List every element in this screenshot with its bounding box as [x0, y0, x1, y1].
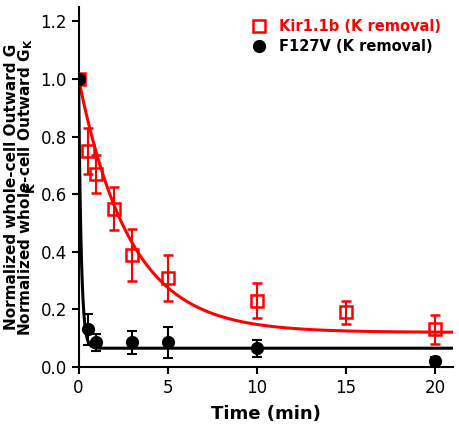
- X-axis label: Time (min): Time (min): [210, 405, 320, 423]
- Text: Normalized whole-cell Outward G: Normalized whole-cell Outward G: [4, 44, 19, 330]
- Y-axis label: Normalized whole-cell Outward G$_\mathregular{K}$: Normalized whole-cell Outward G$_\mathre…: [16, 38, 35, 336]
- Text: K: K: [23, 182, 36, 192]
- Legend: Kir1.1b (K removal), F127V (K removal): Kir1.1b (K removal), F127V (K removal): [240, 14, 445, 58]
